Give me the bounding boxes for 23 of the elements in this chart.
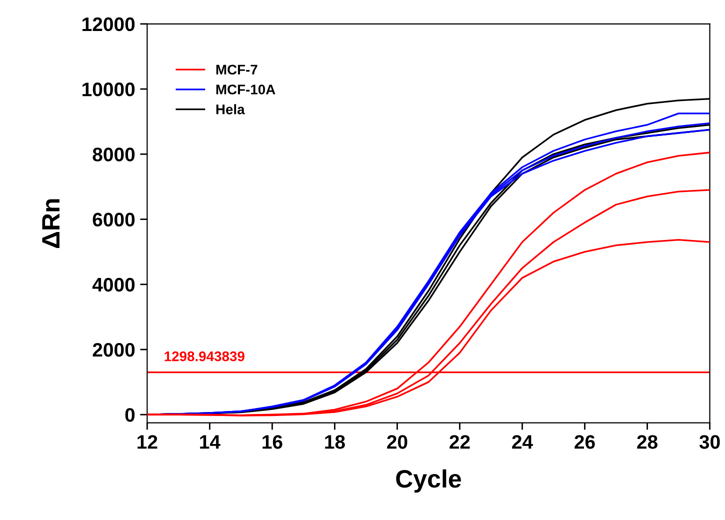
y-tick-label: 0	[125, 408, 135, 422]
legend-label: MCF-7	[216, 64, 258, 75]
x-axis-title: Cycle	[396, 469, 461, 493]
x-tick-label: 16	[262, 435, 282, 449]
y-tick-label: 10000	[82, 82, 135, 96]
y-tick-label: 4000	[92, 278, 135, 292]
y-tick-label: 8000	[92, 148, 135, 162]
x-tick-label: 28	[637, 435, 658, 449]
x-tick-label: 18	[325, 435, 345, 449]
x-tick-label: 12	[138, 435, 158, 449]
y-axis-title: ΔRn	[42, 199, 60, 248]
x-tick-label: 22	[450, 435, 470, 449]
x-tick-label: 14	[200, 435, 220, 449]
x-tick-label: 30	[699, 435, 720, 449]
legend-label: Hela	[216, 104, 245, 114]
x-tick-label: 20	[387, 435, 408, 449]
y-tick-label: 2000	[92, 342, 135, 357]
x-tick-label: 24	[512, 435, 533, 449]
y-tick-label: 6000	[92, 212, 135, 227]
ref-line-label: 1298.943839	[164, 351, 244, 362]
legend-label: MCF-10A	[216, 84, 276, 94]
y-tick-label: 12000	[82, 17, 135, 32]
x-tick-label: 26	[574, 435, 595, 449]
